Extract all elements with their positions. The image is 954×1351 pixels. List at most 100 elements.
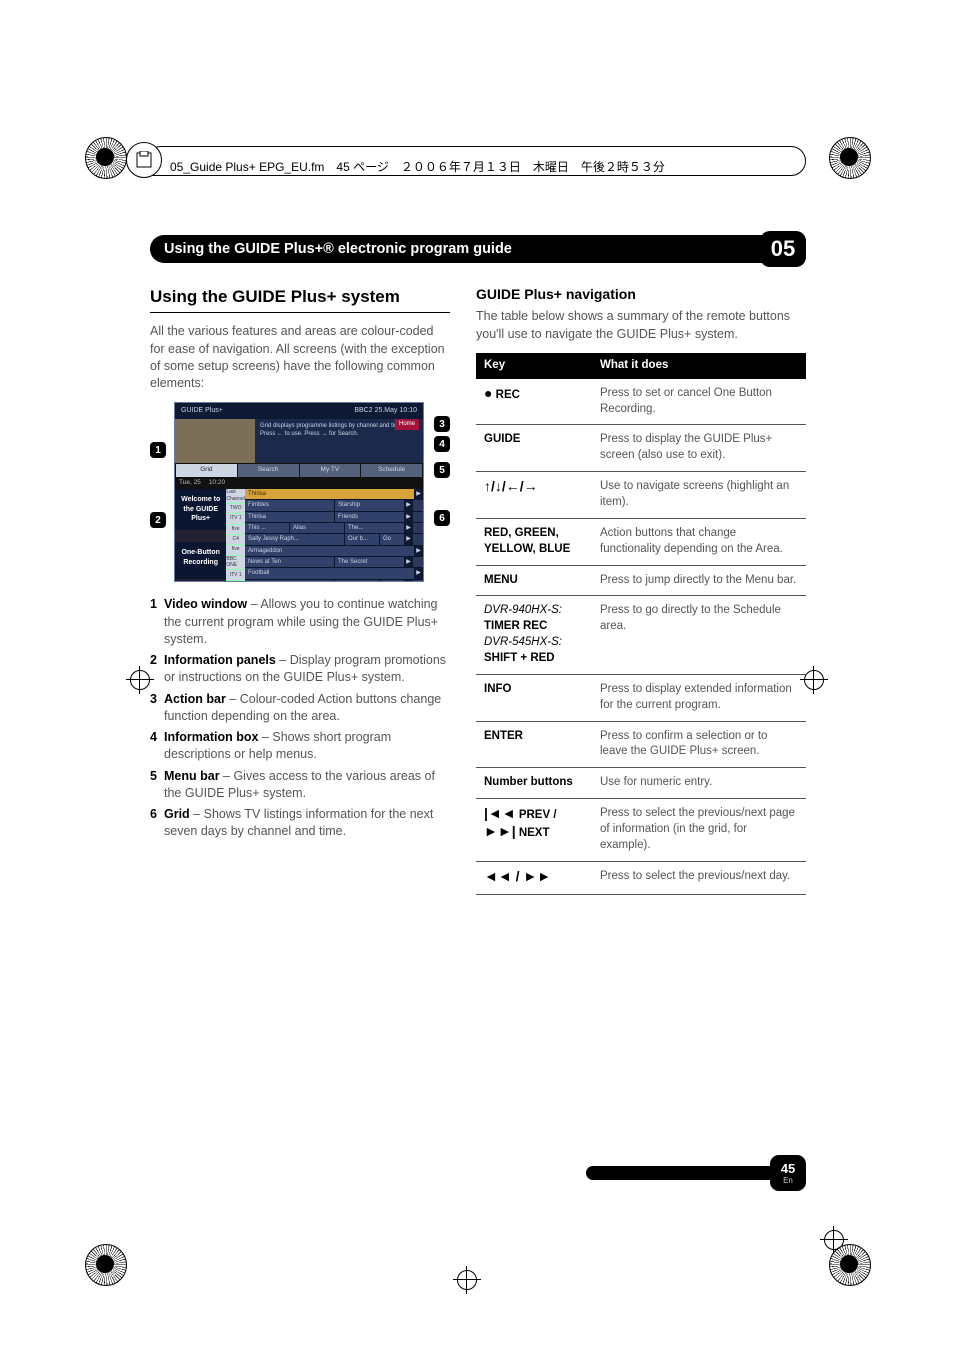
desc-cell: Use to navigate screens (highlight an it… <box>592 472 806 519</box>
key-cell: DVR-940HX-S:TIMER RECDVR-545HX-S:SHIFT +… <box>476 596 592 674</box>
desc-cell: Press to jump directly to the Menu bar. <box>592 565 806 596</box>
promo2-l2: Recording <box>181 558 220 568</box>
promo-column: Welcome to the GUIDE Plus+ One-Button Re… <box>175 489 226 582</box>
print-header-icon <box>126 142 162 178</box>
row-arrow-icon: ▶ <box>415 568 423 578</box>
legend-item: 4 Information box – Shows short program … <box>150 729 450 764</box>
grid-row: Thirisa▶ <box>245 489 423 500</box>
legend-text: Information box – Shows short program de… <box>164 729 450 764</box>
grid-cell: Go <box>380 534 405 544</box>
key-cell: INFO <box>476 674 592 721</box>
channel-cell: ITV 1 <box>226 570 245 580</box>
callout-4: 4 <box>434 436 450 452</box>
table-row: ● REC Press to set or cancel One Button … <box>476 379 806 425</box>
key-cell: MENU <box>476 565 592 596</box>
key-cell: ↑/↓/←/→ <box>476 472 592 519</box>
grid-row: Football▶ <box>245 568 423 579</box>
desc-cell: Press to select the previous/next page o… <box>592 799 806 862</box>
callout-2: 2 <box>150 512 166 528</box>
table-row: MENU Press to jump directly to the Menu … <box>476 565 806 596</box>
legend-item: 3 Action bar – Colour-coded Action butto… <box>150 691 450 726</box>
tab-search: Search <box>238 464 299 477</box>
channel-cell: five <box>226 545 245 555</box>
table-row: ENTER Press to confirm a selection or to… <box>476 721 806 768</box>
date-cell-1: 10:20 <box>205 478 229 489</box>
row-arrow-icon: ▶ <box>415 489 423 499</box>
key-cell: ◄◄ / ►► <box>476 861 592 894</box>
video-window <box>175 419 255 463</box>
grid-cell: News at Ten <box>245 557 335 567</box>
grid-cell: Our b... <box>345 534 380 544</box>
row-arrow-icon: ▶ <box>415 546 423 556</box>
channel-cell: ITV 1 <box>226 581 245 583</box>
right-column: GUIDE Plus+ navigation The table below s… <box>476 285 806 895</box>
desc-cell: Press to confirm a selection or to leave… <box>592 721 806 768</box>
right-intro: The table below shows a summary of the r… <box>476 308 806 343</box>
legend-text: Information panels – Display program pro… <box>164 652 450 687</box>
left-intro: All the various features and areas are c… <box>150 323 450 392</box>
print-header-frame <box>146 146 806 176</box>
tab-mytv: My TV <box>300 464 361 477</box>
table-row: ◄◄ / ►► Press to select the previous/nex… <box>476 861 806 894</box>
tab-schedule: Schedule <box>361 464 422 477</box>
grid-row: EmmerdaleHomes...Polic...▶ <box>245 580 423 583</box>
grid-cell: Starship <box>335 500 405 510</box>
info-line2: Press ← to use. Press → for Search. <box>260 430 418 438</box>
shot-date: BBC2 25.May 10:10 <box>354 406 417 416</box>
desc-cell: Press to set or cancel One Button Record… <box>592 379 806 425</box>
table-row: ↑/↓/←/→ Use to navigate screens (highlig… <box>476 472 806 519</box>
table-row: GUIDE Press to display the GUIDE Plus+ s… <box>476 425 806 472</box>
left-column: Using the GUIDE Plus+ system All the var… <box>150 285 450 845</box>
channel-cell: five <box>226 525 245 535</box>
grid-cell: Thirisa <box>245 489 415 499</box>
row-arrow-icon: ▶ <box>405 512 413 522</box>
channel-cell: ITV 1 <box>226 514 245 524</box>
channel-cell: Last Channel <box>226 489 245 504</box>
grid-row: News at TenThe Secret▶ <box>245 557 423 568</box>
callout-6: 6 <box>434 510 450 526</box>
callout-1: 1 <box>150 442 166 458</box>
desc-cell: Press to display the GUIDE Plus+ screen … <box>592 425 806 472</box>
desc-cell: Press to select the previous/next day. <box>592 861 806 894</box>
callout-5: 5 <box>434 462 450 478</box>
corner-mark-tl <box>78 130 132 184</box>
callout-3: 3 <box>434 416 450 432</box>
page-footer: 45 En <box>150 1166 806 1194</box>
chapter-number: 05 <box>760 231 806 267</box>
legend-num: 1 <box>150 596 164 648</box>
home-badge: Home <box>395 419 419 429</box>
th-desc: What it does <box>592 353 806 379</box>
grid-body: Welcome to the GUIDE Plus+ One-Button Re… <box>175 489 423 582</box>
table-row: Number buttons Use for numeric entry. <box>476 768 806 799</box>
date-cell-0: Tue, 25 <box>175 478 205 489</box>
table-row: |◄◄ PREV / ►►| NEXT Press to select the … <box>476 799 806 862</box>
promo2-l1: One-Button <box>181 548 220 558</box>
grid-cell: This ... <box>245 523 290 533</box>
registration-mark-right2 <box>824 1230 844 1250</box>
legend-num: 3 <box>150 691 164 726</box>
chapter-bar: Using the GUIDE Plus+® electronic progra… <box>150 235 806 263</box>
row-arrow-icon: ▶ <box>405 580 413 583</box>
left-heading: Using the GUIDE Plus+ system <box>150 285 450 313</box>
row-arrow-icon: ▶ <box>405 500 413 510</box>
grid-row: Sally Jessy Raph...Our b...Go▶ <box>245 534 423 545</box>
row-arrow-icon: ▶ <box>405 534 413 544</box>
grid-cell: Football <box>245 568 415 578</box>
legend-list: 1 Video window – Allows you to continue … <box>150 596 450 840</box>
promo-ad1 <box>175 530 226 542</box>
key-cell: |◄◄ PREV / ►►| NEXT <box>476 799 592 862</box>
grid-row: ThirisaFriends▶ <box>245 512 423 523</box>
legend-num: 2 <box>150 652 164 687</box>
grid-cell: Sally Jessy Raph... <box>245 534 345 544</box>
legend-text: Video window – Allows you to continue wa… <box>164 596 450 648</box>
welcome-l2: the GUIDE Plus+ <box>181 505 220 524</box>
page-number-badge: 45 En <box>770 1155 806 1191</box>
shot-logo: GUIDE Plus+ <box>181 406 223 416</box>
tab-grid: Grid <box>176 464 237 477</box>
th-key: Key <box>476 353 592 379</box>
guide-screenshot: 1 2 3 4 5 6 GUIDE Plus+ BBC2 25.May 10:1… <box>150 402 450 582</box>
key-cell: ● REC <box>476 379 592 425</box>
desc-cell: Action buttons that change functionality… <box>592 518 806 565</box>
grid-row: This ...AliasThe...▶ <box>245 523 423 534</box>
grid-cell: Armageddon <box>245 546 415 556</box>
